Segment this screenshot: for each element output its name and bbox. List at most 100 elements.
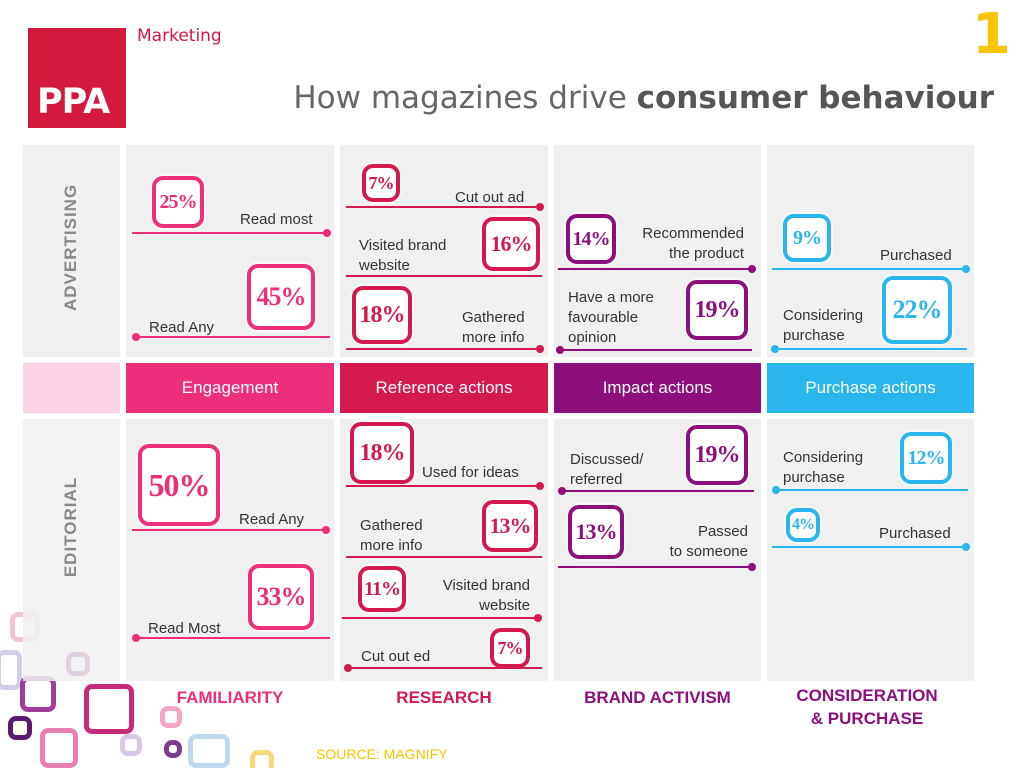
connector-line	[562, 490, 754, 492]
decorative-square	[84, 684, 134, 734]
connector-dot	[323, 229, 331, 237]
connector-line	[346, 275, 542, 277]
stat-badge: 25%	[152, 176, 204, 228]
brand-subtitle: Marketing	[137, 26, 222, 46]
connector-line	[348, 667, 542, 669]
connector-dot	[748, 563, 756, 571]
connector-line	[558, 566, 752, 568]
column-header-line: CONSIDERATION	[796, 686, 938, 705]
stat-badge: 22%	[882, 276, 952, 344]
connector-dot	[534, 614, 542, 622]
title-plain: How magazines drive	[293, 80, 637, 116]
connector-dot	[748, 265, 756, 273]
connector-line	[346, 348, 540, 350]
stat-label-line: favourable	[568, 309, 639, 326]
stat-label-line: purchase	[783, 327, 845, 344]
stat-badge: 18%	[350, 422, 414, 484]
stat-label: Passed to someone	[620, 522, 748, 562]
connector-line	[136, 637, 330, 639]
stat-badge: 4%	[786, 508, 820, 542]
band-spacer	[23, 363, 120, 413]
band-reference-actions: Reference actions	[340, 363, 548, 413]
stat-badge: 13%	[482, 500, 538, 552]
stat-badge: 9%	[783, 214, 831, 262]
connector-dot	[536, 345, 544, 353]
connector-line	[775, 348, 967, 350]
stat-label: Purchased	[880, 247, 952, 264]
connector-dot	[344, 664, 352, 672]
connector-dot	[771, 345, 779, 353]
connector-dot	[962, 265, 970, 273]
connector-line	[346, 556, 542, 558]
advertising-row-label: ADVERTISING	[61, 183, 80, 311]
connector-line	[776, 489, 968, 491]
stat-label: Read Any	[149, 319, 215, 336]
column-consideration-purchase: CONSIDERATION & PURCHASE	[767, 684, 967, 730]
connector-line	[346, 206, 540, 208]
connector-line	[558, 268, 752, 270]
stat-label-line: more info	[462, 329, 525, 346]
stat-label-line: Discussed/	[570, 451, 644, 468]
decorative-square	[164, 740, 182, 758]
stat-label-line: Considering	[783, 307, 864, 324]
decorative-square	[20, 676, 56, 712]
stat-label: Cut out ad	[455, 189, 525, 206]
stat-label: Visited brand website	[359, 236, 446, 276]
stat-label-line: Visited brand	[359, 237, 447, 254]
stat-badge: 11%	[358, 566, 406, 612]
column-brand-activism: BRAND ACTIVISM	[584, 688, 731, 707]
stat-label-line: Gathered	[462, 309, 525, 326]
connector-dot	[132, 634, 140, 642]
stat-label-line: referred	[570, 471, 623, 488]
stat-label-line: to someone	[669, 543, 748, 560]
stat-label-line: website	[359, 257, 410, 274]
stat-label: Used for ideas	[422, 464, 519, 481]
connector-dot	[536, 203, 544, 211]
connector-dot	[322, 526, 330, 534]
stat-badge: 19%	[686, 425, 748, 485]
stat-badge: 7%	[362, 164, 400, 202]
stat-label-line: website	[479, 597, 530, 614]
stat-badge: 12%	[900, 432, 952, 484]
stat-label: Considering purchase	[783, 448, 863, 488]
stat-label-line: Visited brand	[442, 577, 530, 594]
stat-label: Visited brand website	[410, 576, 530, 616]
stat-label: Have a more favourable opinion	[568, 288, 654, 348]
stat-badge: 16%	[482, 217, 540, 271]
stat-label: Read most	[240, 211, 313, 228]
decorative-square	[40, 728, 78, 768]
stat-label: Gathered more info	[360, 516, 423, 556]
column-research: RESEARCH	[396, 688, 492, 707]
stat-label-line: Considering	[783, 449, 864, 466]
stat-badge: 19%	[686, 280, 748, 340]
stat-badge: 13%	[568, 505, 624, 559]
stat-label-line: Passed	[697, 523, 748, 540]
connector-line	[342, 617, 538, 619]
band-purchase-actions: Purchase actions	[767, 363, 974, 413]
connector-line	[772, 546, 966, 548]
connector-line	[136, 336, 330, 338]
connector-dot	[556, 346, 564, 354]
decorative-square	[8, 716, 32, 740]
decorative-square	[160, 706, 182, 728]
editorial-row-label-panel	[23, 419, 120, 681]
stat-label-line: the product	[668, 245, 744, 262]
stat-label: Gathered more info	[462, 308, 525, 348]
stat-label-line: more info	[360, 537, 423, 554]
connector-line	[560, 349, 752, 351]
connector-dot	[558, 487, 566, 495]
stat-badge: 18%	[352, 286, 412, 344]
logo-text: PPA	[37, 82, 110, 122]
stat-label-line: opinion	[568, 329, 617, 346]
connector-dot	[962, 543, 970, 551]
connector-dot	[536, 482, 544, 490]
stat-label-line: Recommended	[642, 225, 744, 242]
decorative-square	[120, 734, 142, 756]
stat-label-line: Gathered	[360, 517, 423, 534]
stat-label: Recommended the product	[600, 224, 744, 264]
stat-label: Cut out ed	[361, 648, 431, 665]
column-header-line: & PURCHASE	[810, 709, 924, 728]
advertising-row-label-panel	[23, 145, 120, 357]
stat-badge: 50%	[138, 444, 220, 526]
title-bold: consumer behaviour	[636, 80, 994, 116]
